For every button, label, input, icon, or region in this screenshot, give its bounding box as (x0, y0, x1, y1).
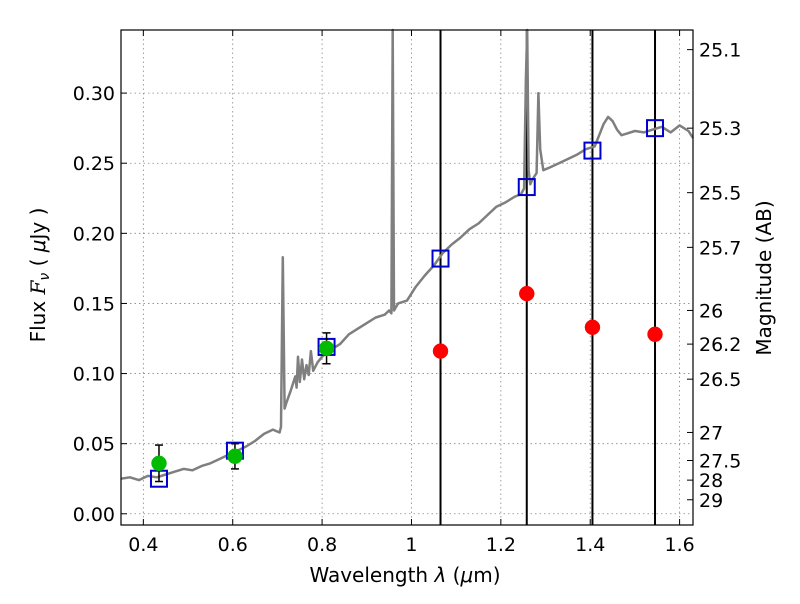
x-tick-label: 0.4 (128, 534, 158, 556)
y-tick-label: 0.20 (73, 223, 115, 245)
nir-measurement-point (432, 343, 449, 359)
y-tick-label: 0.00 (73, 504, 115, 526)
optical-detection-point (227, 448, 243, 465)
mag-tick-label: 25.7 (699, 237, 741, 259)
mag-tick-label: 26 (699, 300, 723, 322)
nir-measurement-point (647, 326, 663, 343)
y-axis-label: Flux Fν ( μJy ) (26, 208, 53, 343)
mag-tick-label: 25.5 (699, 183, 741, 205)
mag-tick-label: 26.2 (699, 334, 741, 356)
mag-tick-label: 28 (699, 470, 723, 492)
model-photometry-square (646, 119, 665, 138)
y-tick-label: 0.25 (73, 153, 115, 175)
y-tick-label: 0.15 (73, 293, 115, 315)
y-tick-label: 0.30 (73, 83, 115, 105)
series-layer (120, 28, 695, 488)
x-tick-label: 1 (405, 534, 417, 556)
mag-tick-label: 29 (699, 490, 723, 512)
optical-detection-point (318, 340, 335, 357)
y-tick-label: 0.05 (73, 434, 115, 456)
nir-measurement-point (519, 285, 535, 302)
vertical-lines-layer (439, 30, 657, 525)
nir-measurement-point (584, 319, 601, 336)
mag-tick-label: 27 (699, 422, 723, 444)
y2-axis-label: Magnitude (AB) (752, 200, 776, 355)
spectrum-line (120, 28, 695, 482)
x-axis-label: Wavelength λ (μm) (309, 563, 500, 587)
x-tick-label: 0.8 (307, 534, 337, 556)
grid-layer (121, 30, 693, 525)
model-photometry-square (517, 178, 536, 197)
tick-layer: 0.4 0.6 0.8 1 1.2 1.4 1.6 0.00 0.05 0.10 0.15 0.20 0… (73, 30, 741, 556)
mag-tick-label: 25.1 (699, 40, 741, 62)
mag-tick-label: 27.5 (699, 450, 741, 472)
model-photometry-square (583, 141, 602, 160)
model-photometry-square (431, 249, 450, 268)
x-tick-label: 0.6 (218, 534, 248, 556)
x-tick-label: 1.4 (575, 534, 605, 556)
plot-frame (120, 29, 694, 526)
x-tick-label: 1.6 (664, 534, 694, 556)
mag-tick-label: 26.5 (699, 369, 741, 391)
mag-tick-label: 25.3 (699, 118, 741, 140)
y-tick-label: 0.10 (73, 364, 115, 386)
x-tick-label: 1.2 (486, 534, 516, 556)
optical-detection-point (151, 455, 167, 472)
